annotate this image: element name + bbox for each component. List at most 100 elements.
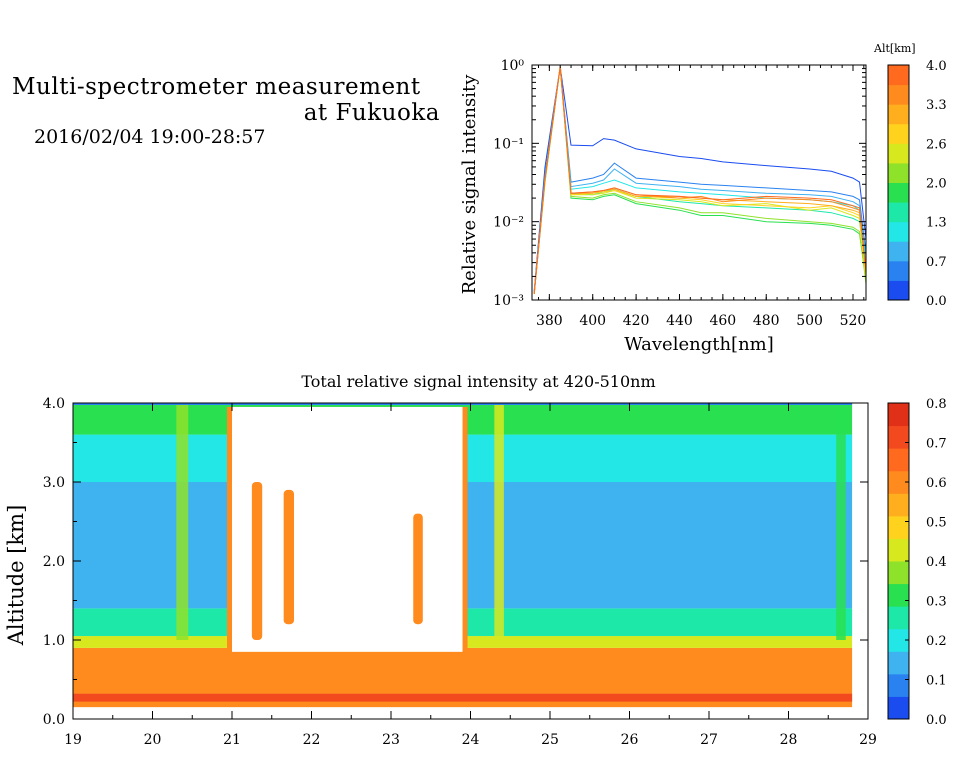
figure-title-line2: at Fukuoka xyxy=(303,100,440,126)
spectrum-series-line-0 xyxy=(533,66,867,292)
spectrum-colorbar-tick-label: 0.0 xyxy=(926,294,947,309)
spectrum-colorbar-swatch xyxy=(888,65,909,86)
heatmap-title: Total relative signal intensity at 420-5… xyxy=(301,372,655,391)
heatmap-colorbar-tick-label: 0.8 xyxy=(926,397,947,412)
figure-title-line1: Multi-spectrometer measurement xyxy=(12,74,421,100)
heatmap-x-tick-label: 23 xyxy=(382,732,400,748)
spectrum-colorbar-swatch xyxy=(888,143,909,164)
spectrum-colorbar-swatch xyxy=(888,162,909,183)
date-range: 2016/02/04 19:00-28:57 xyxy=(34,126,266,148)
spectrum-x-tick-label: 500 xyxy=(796,313,823,329)
heatmap-x-tick-label: 25 xyxy=(541,732,559,748)
heatmap-colorbar-swatch xyxy=(888,538,909,562)
spectrum-x-tick-label: 400 xyxy=(579,313,606,329)
spectrum-axes: 380 400 420 440 460 480 500 520 10⁻³ 10⁻² 10⁻¹ 10⁰ W… xyxy=(459,58,867,355)
heatmap-y-axis-label: Altitude [km] xyxy=(4,505,28,647)
heatmap-x-tick-label: 20 xyxy=(144,732,162,748)
spectrum-colorbar-tick-label: 4.0 xyxy=(926,59,947,74)
spectrum-colorbar-swatch xyxy=(888,260,909,281)
spectrum-colorbar: Alt[km] 0.0 0.7 1.3 2.0 2.6 3.3 4.0 xyxy=(873,42,947,309)
spectrum-colorbar-swatch xyxy=(888,241,909,262)
heatmap-colorbar-swatch xyxy=(888,515,909,539)
heatmap-column-5 xyxy=(836,403,846,640)
spectrum-colorbar-swatch xyxy=(888,221,909,242)
heatmap-colorbar: 0.0 0.1 0.2 0.3 0.4 0.5 0.6 0.7 0.8 xyxy=(887,397,947,728)
heatmap-colorbar-swatch xyxy=(888,606,909,630)
heatmap-colorbar-tick-label: 0.5 xyxy=(926,516,947,531)
heatmap-colorbar-tick-label: 0.0 xyxy=(926,713,947,728)
heatmap-cells xyxy=(73,403,853,708)
heatmap-colorbar-tick-label: 0.7 xyxy=(926,437,947,452)
heatmap-y-tick-label: 0.0 xyxy=(43,712,65,728)
spectrum-colorbar-tick-label: 3.3 xyxy=(926,98,947,113)
heatmap-y-tick-label: 1.0 xyxy=(43,633,65,649)
heatmap-x-tick-label: 26 xyxy=(621,732,639,748)
spectrum-y-axis-label: Relative signal intensity xyxy=(459,74,480,295)
spectrum-series-line-2 xyxy=(533,66,867,294)
spectrum-y-tick-label: 10⁻² xyxy=(493,215,524,231)
heatmap-colorbar-swatch xyxy=(888,696,909,720)
heatmap-gap-0 xyxy=(232,406,463,652)
heatmap-colorbar-swatch xyxy=(888,583,909,607)
figure-title: Multi-spectrometer measurement at Fukuok… xyxy=(12,74,442,126)
heatmap-colorbar-tick-label: 0.1 xyxy=(926,674,947,689)
spectrum-colorbar-tick-label: 2.0 xyxy=(926,177,947,192)
heatmap-colorbar-swatch xyxy=(888,651,909,675)
spectrum-colorbar-swatch xyxy=(888,182,909,203)
spectrum-series-line-8 xyxy=(533,66,867,294)
spectrum-colorbar-title: Alt[km] xyxy=(873,42,916,55)
spectrum-series-line-10 xyxy=(533,66,867,294)
spectrum-series-line-4 xyxy=(533,66,867,294)
heatmap-x-tick-label: 24 xyxy=(462,732,480,748)
heatmap-column-in-gap-1 xyxy=(251,482,263,640)
spectrum-x-tick-label: 480 xyxy=(753,313,780,329)
heatmap-y-tick-label: 2.0 xyxy=(43,554,65,570)
heatmap-colorbar-swatch xyxy=(888,493,909,517)
spectrum-y-tick-label: 10⁻³ xyxy=(493,293,524,309)
heatmap-colorbar-swatch xyxy=(888,448,909,472)
spectrum-colorbar-swatch xyxy=(888,84,909,105)
spectrum-x-tick-label: 420 xyxy=(623,313,650,329)
spectrum-colorbar-tick-label: 0.7 xyxy=(926,255,947,270)
heatmap-colorbar-swatch xyxy=(888,628,909,652)
heatmap-colorbar-swatch xyxy=(888,561,909,585)
heatmap-x-tick-label: 22 xyxy=(303,732,321,748)
spectrum-colorbar-swatch xyxy=(888,202,909,223)
heatmap-column-4 xyxy=(494,403,504,640)
spectrum-x-tick-label: 460 xyxy=(709,313,736,329)
spectrum-series-line-6 xyxy=(533,66,867,294)
spectrum-y-tick-label: 10⁻¹ xyxy=(493,136,524,152)
heatmap-colorbar-tick-label: 0.2 xyxy=(926,634,947,649)
spectrum-series-line-1 xyxy=(533,66,867,294)
heatmap-x-tick-label: 21 xyxy=(223,732,241,748)
heatmap-y-tick-label: 3.0 xyxy=(43,475,65,491)
heatmap-x-tick-label: 29 xyxy=(859,732,877,748)
heatmap-x-tick-label: 19 xyxy=(64,732,82,748)
spectrum-series-group xyxy=(533,66,867,294)
spectrum-x-tick-label: 520 xyxy=(840,313,867,329)
heatmap-colorbar-swatch xyxy=(888,673,909,697)
heatmap-column-in-gap-3 xyxy=(413,513,423,625)
spectrum-x-tick-label: 380 xyxy=(536,313,563,329)
spectrum-colorbar-tick-label: 1.3 xyxy=(926,216,947,231)
heatmap-y-tick-label: 4.0 xyxy=(43,396,65,412)
heatmap-colorbar-tick-label: 0.3 xyxy=(926,595,947,610)
spectrum-series-line-3 xyxy=(533,66,867,294)
heatmap-colorbar-tick-label: 0.6 xyxy=(926,476,947,491)
heatmap-axes: 19 20 21 22 23 24 25 26 27 28 29 0.0 1.0 2.0 3.0 4.0 Tot… xyxy=(4,372,877,748)
spectrum-plot-frame xyxy=(531,64,867,301)
spectrum-colorbar-swatch xyxy=(888,280,909,301)
spectrum-series-line-5 xyxy=(533,66,867,294)
spectrum-series-line-9 xyxy=(533,66,867,294)
heatmap-colorbar-swatch xyxy=(888,403,909,427)
spectrum-series-line-11 xyxy=(533,66,867,294)
spectrum-colorbar-swatch xyxy=(888,104,909,125)
heatmap-layer-1 xyxy=(73,693,853,702)
spectrum-colorbar-tick-label: 2.6 xyxy=(926,137,947,152)
heatmap-column-in-gap-2 xyxy=(283,489,295,625)
heatmap-x-tick-label: 28 xyxy=(780,732,798,748)
spectrum-x-axis-label: Wavelength[nm] xyxy=(624,334,774,355)
heatmap-colorbar-swatch xyxy=(888,470,909,494)
heatmap-column-0 xyxy=(176,403,189,640)
